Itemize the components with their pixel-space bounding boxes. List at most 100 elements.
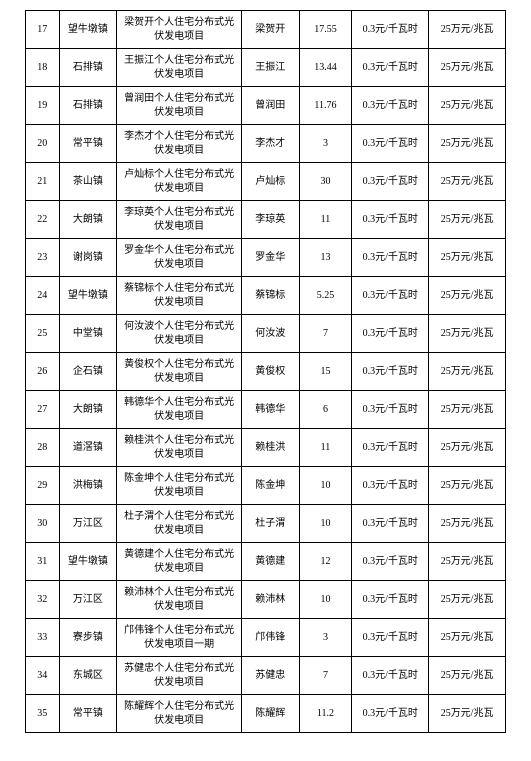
cell-idx: 23 [26, 239, 60, 277]
table-row: 31望牛墩镇黄德建个人住宅分布式光伏发电项目黄德建120.3元/千瓦时25万元/… [26, 543, 506, 581]
cell-owner: 陈金坤 [241, 467, 299, 505]
cell-owner: 梁贺开 [241, 11, 299, 49]
cell-rate: 0.3元/千瓦时 [352, 619, 429, 657]
cell-idx: 18 [26, 49, 60, 87]
cell-subsidy: 25万元/兆瓦 [429, 163, 506, 201]
table-row: 24望牛墩镇蔡锦标个人住宅分布式光伏发电项目蔡锦标5.250.3元/千瓦时25万… [26, 277, 506, 315]
cell-town: 大朗镇 [59, 201, 117, 239]
cell-owner: 曾润田 [241, 87, 299, 125]
cell-idx: 31 [26, 543, 60, 581]
cell-capacity: 11 [299, 429, 352, 467]
cell-capacity: 5.25 [299, 277, 352, 315]
cell-subsidy: 25万元/兆瓦 [429, 239, 506, 277]
cell-project: 黄俊权个人住宅分布式光伏发电项目 [117, 353, 242, 391]
table-row: 21茶山镇卢灿标个人住宅分布式光伏发电项目卢灿标300.3元/千瓦时25万元/兆… [26, 163, 506, 201]
cell-town: 道滘镇 [59, 429, 117, 467]
cell-subsidy: 25万元/兆瓦 [429, 11, 506, 49]
cell-town: 谢岗镇 [59, 239, 117, 277]
cell-rate: 0.3元/千瓦时 [352, 581, 429, 619]
cell-town: 中堂镇 [59, 315, 117, 353]
cell-rate: 0.3元/千瓦时 [352, 467, 429, 505]
cell-idx: 21 [26, 163, 60, 201]
cell-town: 万江区 [59, 581, 117, 619]
cell-project: 陈金坤个人住宅分布式光伏发电项目 [117, 467, 242, 505]
table-row: 29洪梅镇陈金坤个人住宅分布式光伏发电项目陈金坤100.3元/千瓦时25万元/兆… [26, 467, 506, 505]
cell-project: 梁贺开个人住宅分布式光伏发电项目 [117, 11, 242, 49]
cell-project: 赖桂洪个人住宅分布式光伏发电项目 [117, 429, 242, 467]
cell-rate: 0.3元/千瓦时 [352, 391, 429, 429]
cell-subsidy: 25万元/兆瓦 [429, 201, 506, 239]
table-row: 35常平镇陈耀辉个人住宅分布式光伏发电项目陈耀辉11.20.3元/千瓦时25万元… [26, 695, 506, 733]
pv-project-table: 17望牛墩镇梁贺开个人住宅分布式光伏发电项目梁贺开17.550.3元/千瓦时25… [25, 10, 506, 733]
cell-rate: 0.3元/千瓦时 [352, 11, 429, 49]
cell-owner: 赖桂洪 [241, 429, 299, 467]
cell-owner: 卢灿标 [241, 163, 299, 201]
cell-capacity: 6 [299, 391, 352, 429]
cell-subsidy: 25万元/兆瓦 [429, 353, 506, 391]
cell-subsidy: 25万元/兆瓦 [429, 315, 506, 353]
cell-project: 韩德华个人住宅分布式光伏发电项目 [117, 391, 242, 429]
table-row: 17望牛墩镇梁贺开个人住宅分布式光伏发电项目梁贺开17.550.3元/千瓦时25… [26, 11, 506, 49]
cell-project: 邝伟锋个人住宅分布式光伏发电项目一期 [117, 619, 242, 657]
cell-owner: 邝伟锋 [241, 619, 299, 657]
cell-subsidy: 25万元/兆瓦 [429, 87, 506, 125]
cell-capacity: 17.55 [299, 11, 352, 49]
cell-idx: 35 [26, 695, 60, 733]
cell-capacity: 10 [299, 505, 352, 543]
cell-idx: 28 [26, 429, 60, 467]
cell-capacity: 11.76 [299, 87, 352, 125]
cell-rate: 0.3元/千瓦时 [352, 87, 429, 125]
cell-project: 黄德建个人住宅分布式光伏发电项目 [117, 543, 242, 581]
cell-subsidy: 25万元/兆瓦 [429, 125, 506, 163]
cell-owner: 黄德建 [241, 543, 299, 581]
cell-idx: 29 [26, 467, 60, 505]
cell-project: 赖沛林个人住宅分布式光伏发电项目 [117, 581, 242, 619]
cell-owner: 韩德华 [241, 391, 299, 429]
cell-subsidy: 25万元/兆瓦 [429, 467, 506, 505]
table-row: 30万江区杜子渭个人住宅分布式光伏发电项目杜子渭100.3元/千瓦时25万元/兆… [26, 505, 506, 543]
cell-rate: 0.3元/千瓦时 [352, 239, 429, 277]
cell-capacity: 13 [299, 239, 352, 277]
cell-rate: 0.3元/千瓦时 [352, 201, 429, 239]
cell-rate: 0.3元/千瓦时 [352, 315, 429, 353]
cell-idx: 17 [26, 11, 60, 49]
table-row: 22大朗镇李琼英个人住宅分布式光伏发电项目李琼英110.3元/千瓦时25万元/兆… [26, 201, 506, 239]
cell-idx: 32 [26, 581, 60, 619]
cell-town: 东城区 [59, 657, 117, 695]
cell-town: 望牛墩镇 [59, 543, 117, 581]
cell-capacity: 10 [299, 581, 352, 619]
cell-idx: 22 [26, 201, 60, 239]
cell-rate: 0.3元/千瓦时 [352, 429, 429, 467]
cell-town: 大朗镇 [59, 391, 117, 429]
cell-idx: 20 [26, 125, 60, 163]
cell-project: 曾润田个人住宅分布式光伏发电项目 [117, 87, 242, 125]
cell-town: 寮步镇 [59, 619, 117, 657]
cell-project: 杜子渭个人住宅分布式光伏发电项目 [117, 505, 242, 543]
cell-project: 罗金华个人住宅分布式光伏发电项目 [117, 239, 242, 277]
table-row: 27大朗镇韩德华个人住宅分布式光伏发电项目韩德华60.3元/千瓦时25万元/兆瓦 [26, 391, 506, 429]
cell-idx: 24 [26, 277, 60, 315]
cell-rate: 0.3元/千瓦时 [352, 49, 429, 87]
cell-town: 望牛墩镇 [59, 11, 117, 49]
cell-owner: 李琼英 [241, 201, 299, 239]
cell-capacity: 11 [299, 201, 352, 239]
table-row: 34东城区苏健忠个人住宅分布式光伏发电项目苏健忠70.3元/千瓦时25万元/兆瓦 [26, 657, 506, 695]
cell-capacity: 30 [299, 163, 352, 201]
cell-idx: 30 [26, 505, 60, 543]
cell-subsidy: 25万元/兆瓦 [429, 391, 506, 429]
table-row: 33寮步镇邝伟锋个人住宅分布式光伏发电项目一期邝伟锋30.3元/千瓦时25万元/… [26, 619, 506, 657]
cell-rate: 0.3元/千瓦时 [352, 163, 429, 201]
cell-town: 常平镇 [59, 125, 117, 163]
cell-rate: 0.3元/千瓦时 [352, 543, 429, 581]
cell-town: 企石镇 [59, 353, 117, 391]
cell-project: 李琼英个人住宅分布式光伏发电项目 [117, 201, 242, 239]
cell-subsidy: 25万元/兆瓦 [429, 277, 506, 315]
cell-project: 何汝波个人住宅分布式光伏发电项目 [117, 315, 242, 353]
cell-owner: 杜子渭 [241, 505, 299, 543]
cell-capacity: 3 [299, 619, 352, 657]
cell-subsidy: 25万元/兆瓦 [429, 429, 506, 467]
cell-capacity: 13.44 [299, 49, 352, 87]
cell-subsidy: 25万元/兆瓦 [429, 49, 506, 87]
cell-idx: 34 [26, 657, 60, 695]
table-row: 26企石镇黄俊权个人住宅分布式光伏发电项目黄俊权150.3元/千瓦时25万元/兆… [26, 353, 506, 391]
